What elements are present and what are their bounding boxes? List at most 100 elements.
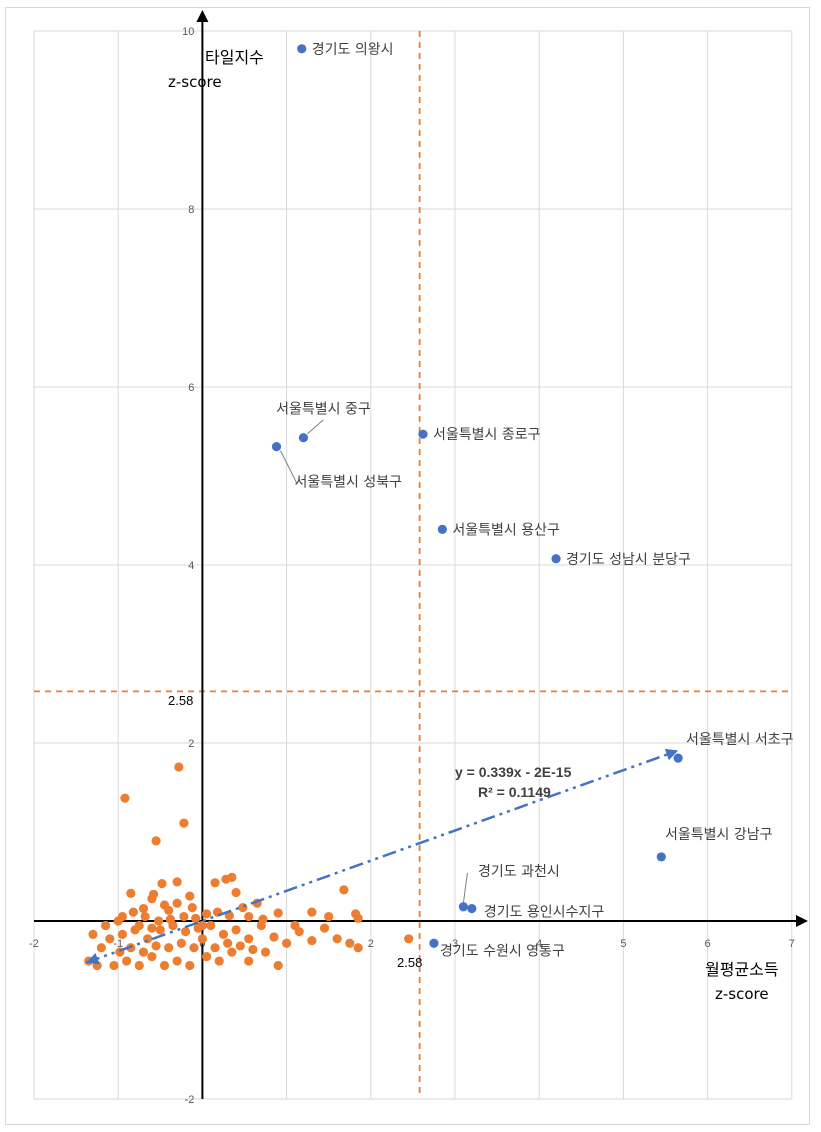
labeled-point xyxy=(298,433,309,443)
data-point xyxy=(244,934,254,944)
labeled-point xyxy=(673,753,683,763)
data-point xyxy=(269,932,279,942)
data-point xyxy=(185,960,195,971)
data-point xyxy=(353,943,363,953)
data-point xyxy=(202,909,212,919)
data-point xyxy=(345,938,355,948)
data-point xyxy=(235,941,245,951)
data-point xyxy=(159,960,170,971)
labeled-point xyxy=(467,903,477,914)
point-label: 경기도 용인시수지구 xyxy=(484,905,604,921)
data-point xyxy=(244,956,254,966)
data-point xyxy=(109,960,119,971)
point-label: 서울특별시 강남구 xyxy=(665,827,773,843)
data-point xyxy=(164,943,174,953)
data-point xyxy=(404,934,414,944)
data-point xyxy=(197,934,207,944)
data-point xyxy=(238,903,248,913)
data-point xyxy=(157,879,167,889)
data-point xyxy=(140,911,150,922)
label-leader-line xyxy=(462,872,468,903)
data-point xyxy=(210,943,220,953)
point-label: 서울특별시 성북구 xyxy=(294,475,402,491)
y-tick-label: 2 xyxy=(188,738,194,750)
data-point xyxy=(210,878,220,888)
threshold-y-label: 2.58 xyxy=(168,693,193,708)
data-point xyxy=(179,911,189,922)
data-point xyxy=(214,956,224,966)
y-axis-label: 타일지수 xyxy=(205,48,264,67)
data-point xyxy=(117,929,128,939)
trendline-arrow-end xyxy=(664,748,679,761)
data-point xyxy=(100,920,111,931)
data-point xyxy=(227,947,237,957)
data-point xyxy=(244,911,254,922)
data-point xyxy=(185,891,195,901)
data-point xyxy=(319,923,330,933)
data-point xyxy=(307,907,317,917)
data-point xyxy=(227,872,237,882)
data-point xyxy=(147,952,157,962)
data-point xyxy=(197,920,207,931)
data-point xyxy=(174,762,184,772)
x-tick-label: -1 xyxy=(113,938,123,950)
data-point xyxy=(180,927,191,937)
trendline-r-squared: R² = 0.1149 xyxy=(478,784,551,800)
data-point xyxy=(151,836,161,846)
y-tick-label: 8 xyxy=(188,204,194,216)
data-point xyxy=(231,887,241,898)
data-point xyxy=(172,956,182,966)
chart-frame xyxy=(5,7,810,1125)
data-point xyxy=(128,907,138,917)
data-point xyxy=(231,925,241,935)
data-point xyxy=(159,900,170,910)
data-point xyxy=(122,956,132,966)
labeled-point xyxy=(429,938,439,948)
point-label: 경기도 과천시 xyxy=(478,864,560,880)
data-point xyxy=(172,898,182,908)
threshold-lines xyxy=(34,31,792,1096)
data-point xyxy=(148,889,159,899)
data-point xyxy=(282,938,292,948)
x-axis-label: 월평균소득 xyxy=(705,960,779,979)
data-point xyxy=(105,934,115,944)
data-point xyxy=(88,929,98,939)
trendline-line xyxy=(85,749,679,964)
labeled-point xyxy=(418,429,428,439)
point-label: 서울특별시 종로구 xyxy=(433,427,541,443)
y-tick-label: -2 xyxy=(185,1094,195,1106)
trendline xyxy=(85,748,679,965)
data-point xyxy=(138,903,149,914)
x-tick-label: 6 xyxy=(705,938,711,950)
data-point xyxy=(191,913,201,923)
label-leader-line xyxy=(307,419,324,435)
point-label: 경기도 의왕시 xyxy=(312,42,394,58)
data-point xyxy=(172,877,182,887)
data-point xyxy=(176,938,186,948)
data-point xyxy=(151,941,161,951)
data-point xyxy=(223,938,233,948)
x-tick-label: 2 xyxy=(368,938,374,950)
data-point xyxy=(260,947,271,957)
other-points xyxy=(84,762,414,971)
data-point xyxy=(179,818,189,828)
data-point xyxy=(134,920,144,931)
data-point xyxy=(248,944,258,955)
data-point xyxy=(273,908,283,918)
x-tick-label: 3 xyxy=(452,938,458,950)
data-point xyxy=(155,925,165,935)
data-point xyxy=(218,929,229,939)
data-point xyxy=(189,943,199,953)
x-tick-label: 5 xyxy=(620,938,626,950)
labeled-point xyxy=(458,902,469,912)
x-axis-arrow xyxy=(796,915,808,927)
point-label: 경기도 성남시 분당구 xyxy=(566,552,691,568)
labeled-point xyxy=(271,442,282,452)
point-label: 서울특별시 서초구 xyxy=(686,732,794,748)
data-point xyxy=(273,960,283,971)
data-point xyxy=(154,916,164,926)
label-leader-line xyxy=(280,450,297,483)
data-point xyxy=(202,952,212,962)
